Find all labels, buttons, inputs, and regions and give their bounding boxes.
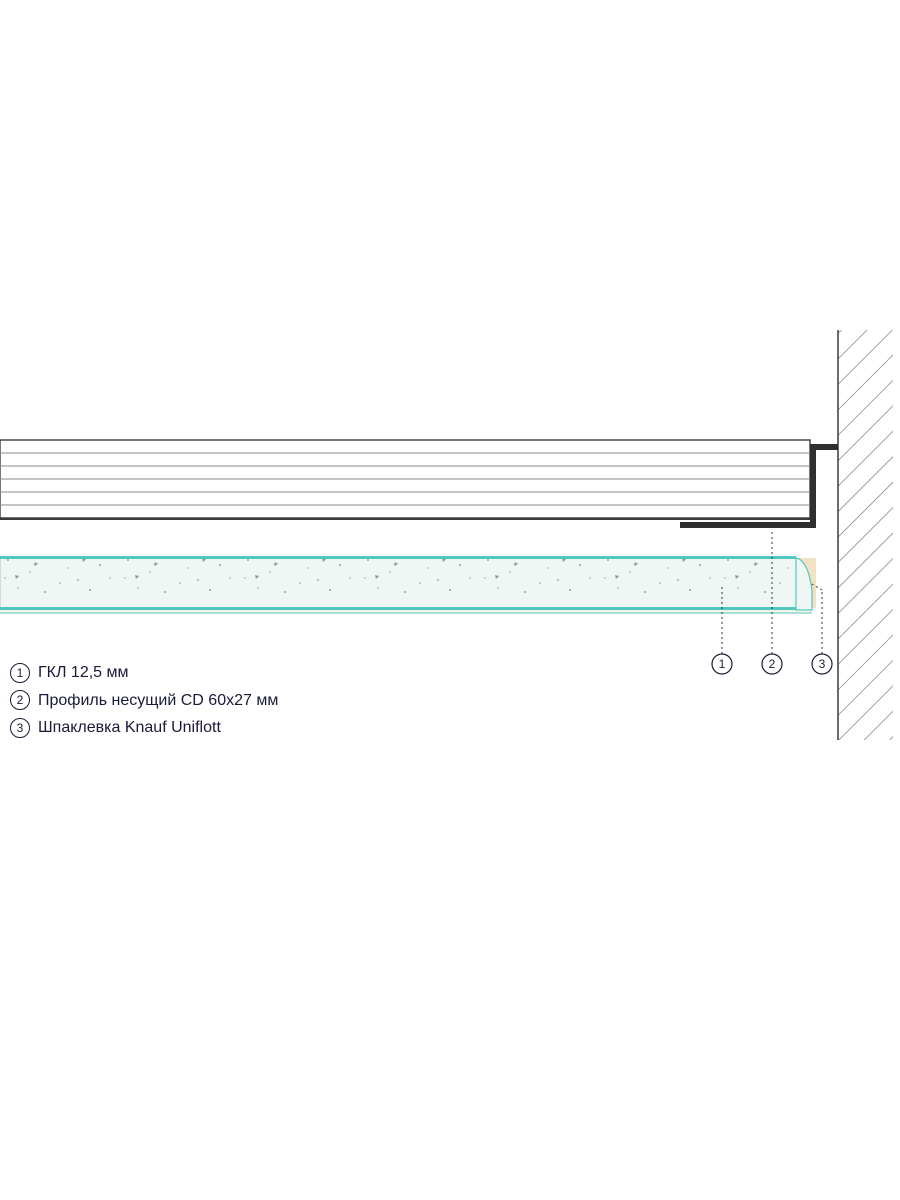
legend-number-3: 3 — [10, 718, 30, 738]
legend-label-1: ГКЛ 12,5 мм — [38, 660, 129, 686]
callout-number-1: 1 — [719, 657, 726, 671]
legend-label-3: Шпаклевка Knauf Uniflott — [38, 715, 221, 741]
legend-label-2: Профиль несущий CD 60x27 мм — [38, 688, 278, 714]
cd-bottom-flange — [0, 518, 810, 520]
callout-number-3: 3 — [819, 657, 826, 671]
legend-item-2: 2 Профиль несущий CD 60x27 мм — [10, 688, 278, 714]
wall-section — [838, 330, 893, 740]
cd-profile — [0, 440, 810, 518]
legend-item-1: 1 ГКЛ 12,5 мм — [10, 660, 278, 686]
callout-number-2: 2 — [769, 657, 776, 671]
legend: 1 ГКЛ 12,5 мм 2 Профиль несущий CD 60x27… — [10, 660, 278, 743]
gkl-board — [0, 556, 812, 613]
legend-number-1: 1 — [10, 663, 30, 683]
legend-item-3: 3 Шпаклевка Knauf Uniflott — [10, 715, 278, 741]
legend-number-2: 2 — [10, 690, 30, 710]
technical-diagram: 1 2 3 — [0, 0, 900, 1200]
